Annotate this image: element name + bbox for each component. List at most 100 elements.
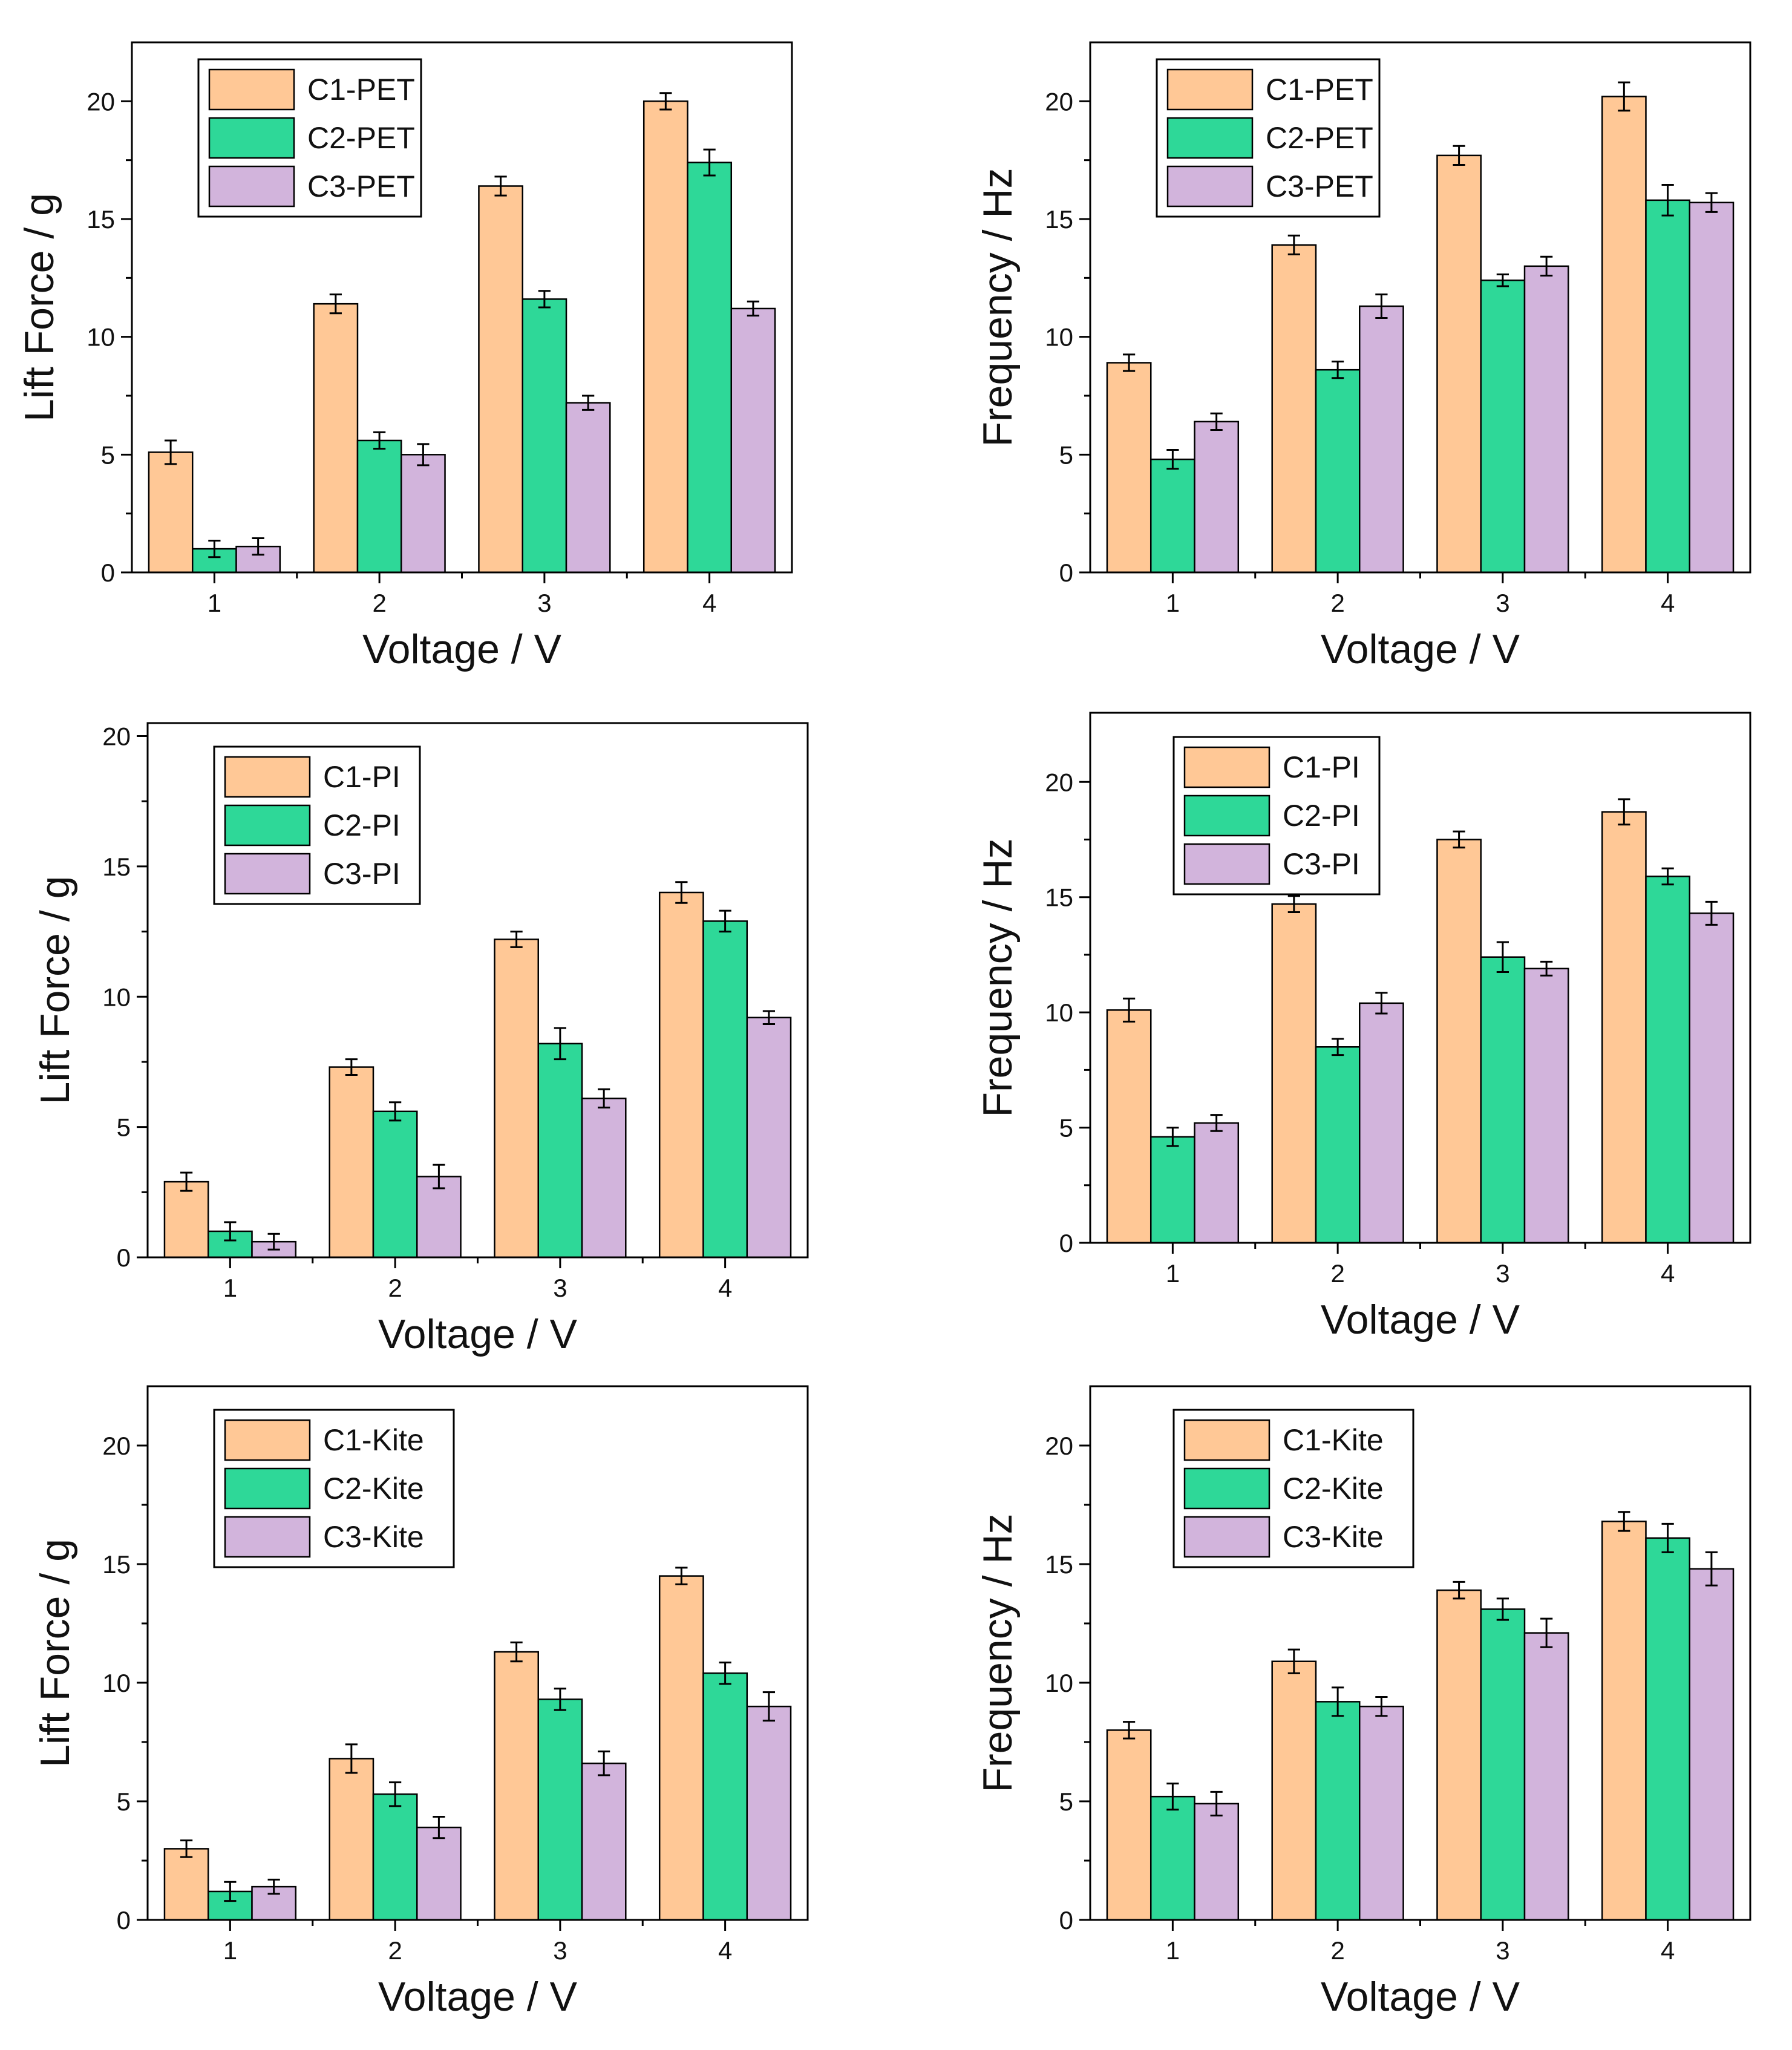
error-bar <box>719 909 731 933</box>
legend-swatch <box>1166 68 1254 111</box>
x-tick-label: 3 <box>537 589 551 617</box>
bar <box>1436 839 1482 1244</box>
x-tick-label: 4 <box>1661 1259 1675 1288</box>
x-tick-label: 1 <box>223 1274 237 1302</box>
y-tick-label: 10 <box>1045 998 1073 1027</box>
bar <box>329 1066 374 1259</box>
error-bar <box>1375 992 1388 1015</box>
error-bar <box>1618 798 1630 826</box>
error-bar <box>1496 1597 1509 1621</box>
series-2 <box>1149 867 1691 1244</box>
y-tick-label: 10 <box>1045 1669 1073 1697</box>
error-bar <box>582 395 595 411</box>
bar <box>1645 876 1691 1244</box>
error-bar <box>554 1027 566 1061</box>
x-tick-label: 1 <box>1166 1936 1180 1965</box>
bar <box>478 185 523 574</box>
bar <box>1689 201 1735 574</box>
bar <box>1689 1568 1735 1921</box>
error-bar <box>1122 1721 1136 1740</box>
legend-swatch <box>224 1419 311 1461</box>
bar <box>401 454 446 574</box>
x-tick-label: 1 <box>1166 1259 1180 1288</box>
bar <box>372 1110 418 1259</box>
chart-freq-kite: 0 5 10 15 20 1 2 3 4 Voltage / V Frequency / Hz C1-… <box>975 1385 1751 2020</box>
legend: C1-Kite C2-Kite C3-Kite <box>213 1409 455 1568</box>
chart-freq-pi: 0 5 10 15 20 1 2 3 4 Voltage / V Frequency / Hz C1-… <box>975 712 1751 1343</box>
error-bar <box>1618 1511 1630 1532</box>
legend-swatch <box>224 1516 311 1558</box>
error-bar <box>389 1101 402 1122</box>
x-tick-label: 3 <box>1496 1936 1509 1965</box>
error-bar <box>762 1010 776 1025</box>
bar <box>1601 1521 1647 1921</box>
error-bar <box>267 1233 280 1251</box>
y-tick-label: 0 <box>101 558 115 587</box>
bar <box>1601 811 1647 1244</box>
error-bar <box>180 1171 193 1192</box>
error-bar <box>1540 1617 1553 1648</box>
series-3 <box>235 300 776 574</box>
legend: C1-PI C2-PI C3-PI <box>213 745 421 905</box>
error-bar <box>719 1662 731 1685</box>
error-bar <box>538 290 551 309</box>
bar <box>1106 1009 1152 1244</box>
error-bar <box>180 1839 193 1858</box>
chart-lift-pi: 0 5 10 15 20 1 2 3 4 Voltage / V Lift Force / g C1-… <box>32 722 809 1357</box>
series-2 <box>191 148 733 574</box>
error-bar <box>1122 997 1136 1023</box>
error-bar <box>1166 1783 1179 1811</box>
error-bar <box>554 1688 566 1711</box>
error-bar <box>1618 81 1630 112</box>
y-tick-label: 20 <box>1045 768 1073 796</box>
y-tick-label: 20 <box>87 87 115 116</box>
error-bar <box>1453 145 1465 166</box>
error-bar <box>417 443 430 467</box>
error-bar <box>433 1815 445 1839</box>
legend-label: C3-PI <box>1283 847 1360 881</box>
error-bar <box>598 1750 610 1777</box>
x-tick-label: 3 <box>553 1274 567 1302</box>
bar <box>1689 912 1735 1244</box>
bar <box>1480 1608 1526 1921</box>
bar <box>1480 279 1526 574</box>
bar <box>494 938 539 1259</box>
x-tick-label: 2 <box>1330 589 1344 617</box>
error-bar <box>1210 1114 1223 1132</box>
y-axis-title: Lift Force / g <box>16 193 62 422</box>
y-tick-label: 5 <box>117 1113 131 1142</box>
y-tick-label: 15 <box>102 1550 131 1579</box>
error-bar <box>1496 273 1509 287</box>
bar <box>163 1181 209 1259</box>
bar <box>329 1758 374 1921</box>
error-bar <box>510 1641 523 1663</box>
bar <box>416 1176 462 1259</box>
legend-label: C2-PI <box>323 808 401 842</box>
bar <box>1436 1589 1482 1921</box>
bar <box>1436 154 1482 574</box>
error-bar <box>389 1781 402 1807</box>
chart-freq-pet: 0 5 10 15 20 1 2 3 4 Voltage / V Frequency / Hz C1-… <box>975 41 1751 672</box>
error-bar <box>1540 255 1553 277</box>
bar <box>1315 1046 1361 1244</box>
bar <box>581 1098 627 1259</box>
legend-label: C1-Kite <box>1283 1423 1384 1457</box>
x-tick-label: 2 <box>388 1936 402 1965</box>
error-bar <box>1287 895 1300 913</box>
series-3 <box>251 1010 792 1259</box>
x-tick-label: 4 <box>718 1274 732 1302</box>
legend-label: C3-PI <box>323 857 401 891</box>
error-bar <box>1287 1648 1300 1674</box>
error-bar <box>1166 449 1179 470</box>
x-axis-title: Voltage / V <box>1321 1974 1520 2020</box>
x-tick-label: 4 <box>702 589 716 617</box>
y-tick-label: 20 <box>1045 87 1073 116</box>
y-tick-label: 0 <box>117 1243 131 1272</box>
error-bar <box>494 175 507 197</box>
bar <box>163 1848 209 1921</box>
series-1 <box>148 92 688 574</box>
legend-swatch <box>224 804 311 847</box>
x-tick-label: 3 <box>553 1936 567 1965</box>
bar <box>687 162 733 574</box>
error-bar <box>1375 293 1388 319</box>
